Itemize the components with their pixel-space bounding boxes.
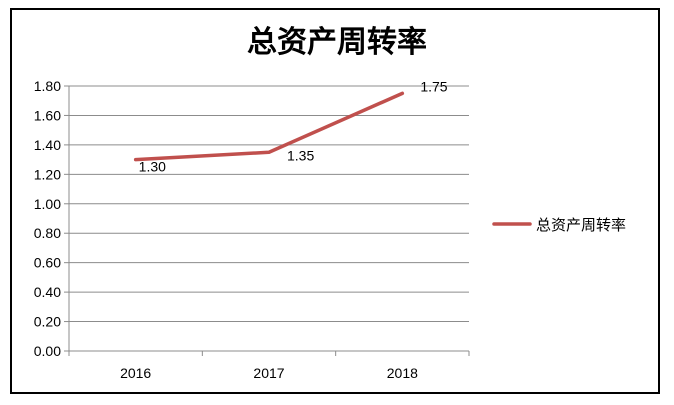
axes: [68, 86, 469, 352]
data-label: 1.35: [287, 147, 314, 163]
x-tick-label: 2016: [120, 365, 151, 381]
chart-frame: [10, 8, 660, 394]
x-tick-label: 2017: [253, 365, 284, 381]
x-axis-ticks: 2016 2017 2018: [68, 351, 470, 381]
y-tick-label: 1.60: [34, 107, 61, 123]
y-tick-label: 0.20: [34, 314, 61, 330]
gridlines: [69, 85, 469, 323]
y-tick-label: 0.60: [34, 255, 61, 271]
data-label: 1.75: [420, 78, 447, 94]
chart-title: 总资产周转率: [247, 25, 427, 60]
data-labels: 1.30 1.35 1.75: [139, 78, 448, 174]
y-tick-label: 0.40: [34, 284, 61, 300]
y-tick-label: 0.00: [34, 343, 61, 359]
series-line: [133, 91, 405, 162]
data-label: 1.30: [139, 159, 166, 175]
y-tick-label: 1.40: [34, 137, 61, 153]
y-tick-label: 1.80: [34, 78, 61, 94]
y-tick-label: 1.20: [34, 166, 61, 182]
series-group: [133, 91, 405, 162]
y-axis-ticks: 0.00 0.20 0.40 0.60 0.80 1.00 1.20 1.40 1.60 1.80: [34, 78, 69, 359]
legend-label: 总资产周转率: [536, 216, 626, 234]
y-tick-label: 0.80: [34, 225, 61, 241]
x-tick-label: 2018: [387, 365, 418, 381]
legend: 总资产周转率: [492, 216, 626, 234]
y-tick-label: 1.00: [34, 196, 61, 212]
